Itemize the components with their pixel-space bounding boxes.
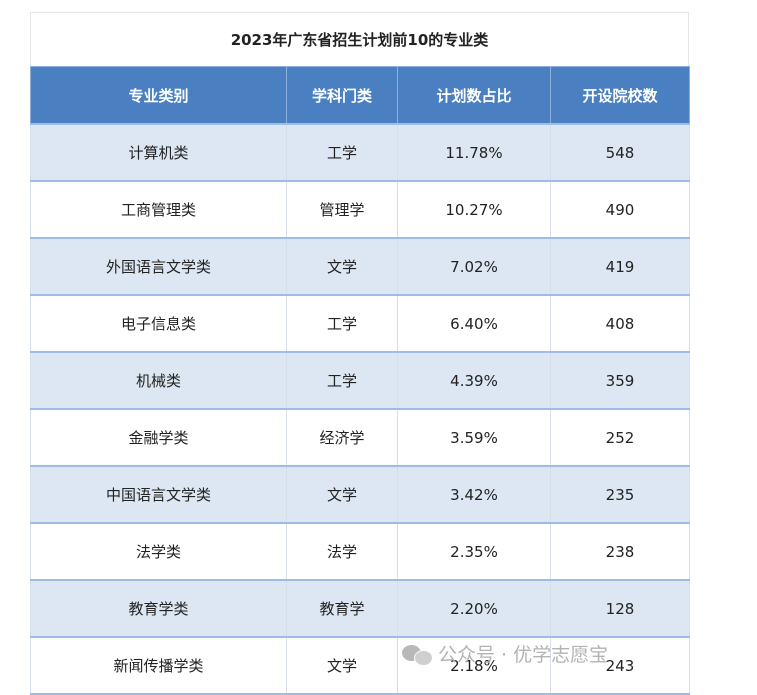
table-title: 2023年广东省招生计划前10的专业类: [30, 12, 689, 66]
table-row: 电子信息类 工学 6.40% 408: [30, 294, 690, 353]
cell-school-count: 128: [550, 579, 690, 638]
cell-discipline: 文学: [286, 465, 398, 524]
cell-plan-ratio: 3.59%: [397, 408, 551, 467]
cell-discipline: 文学: [286, 237, 398, 296]
cell-school-count: 408: [550, 294, 690, 353]
cell-discipline: 教育学: [286, 579, 398, 638]
cell-plan-ratio: 7.02%: [397, 237, 551, 296]
cell-school-count: 238: [550, 522, 690, 581]
table-row: 教育学类 教育学 2.20% 128: [30, 579, 690, 638]
cell-plan-ratio: 6.40%: [397, 294, 551, 353]
cell-school-count: 252: [550, 408, 690, 467]
table-row: 计算机类 工学 11.78% 548: [30, 123, 690, 182]
header-category: 专业类别: [30, 66, 287, 125]
cell-school-count: 419: [550, 237, 690, 296]
cell-discipline: 工学: [286, 123, 398, 182]
cell-school-count: 235: [550, 465, 690, 524]
cell-discipline: 管理学: [286, 180, 398, 239]
header-discipline: 学科门类: [286, 66, 398, 125]
table-row: 新闻传播学类 文学 2.18% 243: [30, 636, 690, 695]
table-row: 中国语言文学类 文学 3.42% 235: [30, 465, 690, 524]
cell-category: 电子信息类: [30, 294, 287, 353]
table-row: 外国语言文学类 文学 7.02% 419: [30, 237, 690, 296]
cell-discipline: 工学: [286, 351, 398, 410]
table-container: 2023年广东省招生计划前10的专业类 专业类别 学科门类 计划数占比 开设院校…: [30, 12, 690, 695]
table-row: 金融学类 经济学 3.59% 252: [30, 408, 690, 467]
table-row: 法学类 法学 2.35% 238: [30, 522, 690, 581]
cell-plan-ratio: 2.35%: [397, 522, 551, 581]
table-row: 机械类 工学 4.39% 359: [30, 351, 690, 410]
cell-plan-ratio: 10.27%: [397, 180, 551, 239]
cell-discipline: 法学: [286, 522, 398, 581]
cell-plan-ratio: 3.42%: [397, 465, 551, 524]
cell-category: 中国语言文学类: [30, 465, 287, 524]
cell-plan-ratio: 4.39%: [397, 351, 551, 410]
cell-plan-ratio: 2.20%: [397, 579, 551, 638]
cell-discipline: 经济学: [286, 408, 398, 467]
cell-category: 金融学类: [30, 408, 287, 467]
data-table: 专业类别 学科门类 计划数占比 开设院校数 计算机类 工学 11.78% 548 工商管…: [30, 66, 690, 695]
cell-discipline: 文学: [286, 636, 398, 695]
cell-category: 计算机类: [30, 123, 287, 182]
cell-school-count: 490: [550, 180, 690, 239]
cell-plan-ratio: 11.78%: [397, 123, 551, 182]
cell-school-count: 548: [550, 123, 690, 182]
cell-school-count: 359: [550, 351, 690, 410]
cell-category: 机械类: [30, 351, 287, 410]
cell-category: 教育学类: [30, 579, 287, 638]
cell-discipline: 工学: [286, 294, 398, 353]
cell-school-count: 243: [550, 636, 690, 695]
cell-category: 外国语言文学类: [30, 237, 287, 296]
table-row: 工商管理类 管理学 10.27% 490: [30, 180, 690, 239]
cell-category: 工商管理类: [30, 180, 287, 239]
cell-category: 法学类: [30, 522, 287, 581]
header-row: 专业类别 学科门类 计划数占比 开设院校数: [30, 66, 690, 125]
cell-category: 新闻传播学类: [30, 636, 287, 695]
cell-plan-ratio: 2.18%: [397, 636, 551, 695]
header-plan-ratio: 计划数占比: [397, 66, 551, 125]
header-school-count: 开设院校数: [550, 66, 690, 125]
